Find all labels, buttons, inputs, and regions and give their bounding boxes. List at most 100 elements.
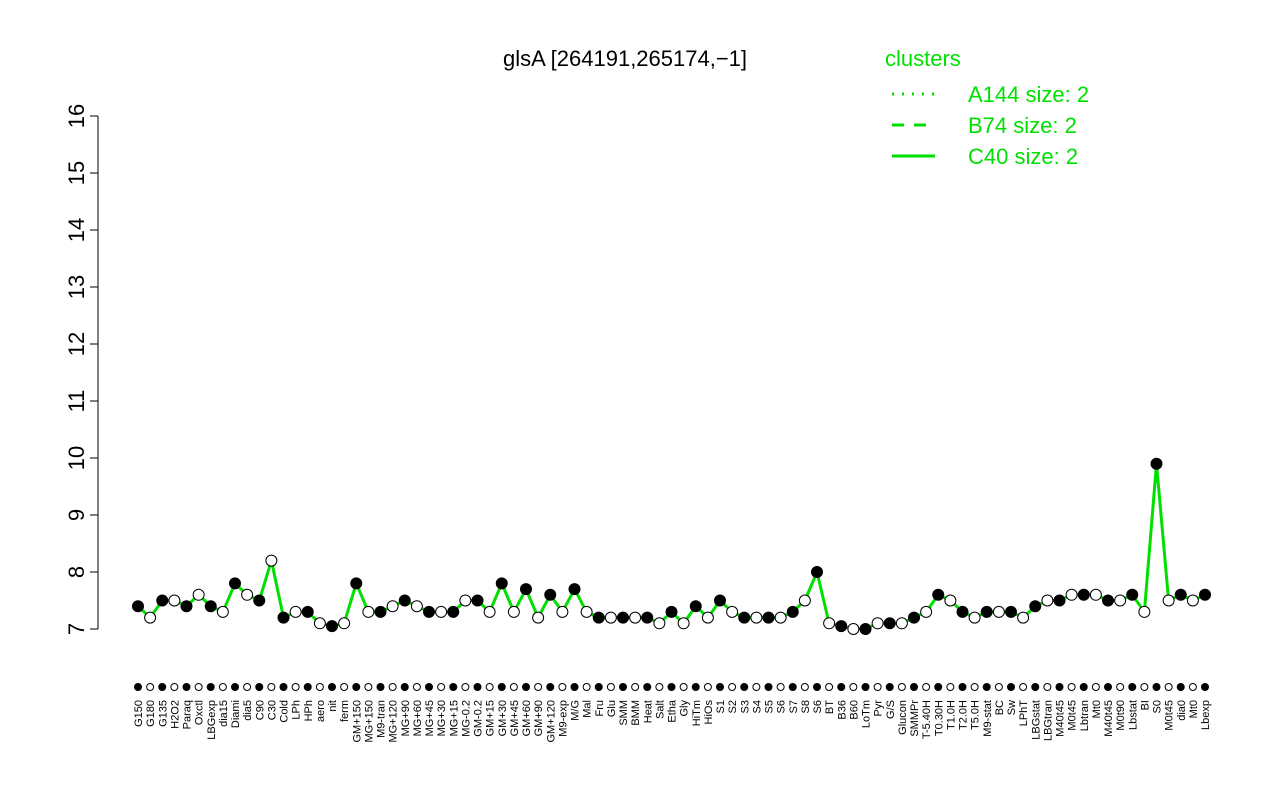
x-tick-label: H2O2 [169,700,181,729]
x-tick-label: M0t45 [1067,700,1079,731]
y-tick-label: 16 [64,104,89,128]
x-tick-dot [570,683,579,691]
data-point [180,600,193,613]
data-point [1077,588,1090,601]
legend-label: C40 size: 2 [968,144,1078,169]
x-tick-dot [231,683,239,691]
x-tick-label: T0.30H [933,700,945,736]
x-tick-label: Oxctl [194,700,206,725]
x-tick-dot [534,683,543,691]
x-tick-dot [679,683,688,691]
x-tick-label: Heat [642,700,654,723]
data-point [265,554,278,567]
data-point [326,620,338,633]
x-tick-dot [1007,683,1015,691]
x-tick-dot [1164,683,1173,691]
data-point [168,594,181,607]
x-tick-dot [497,683,506,691]
x-tick-dot [1104,683,1112,691]
x-tick-dot [134,683,142,691]
x-tick-label: Mal [582,700,594,718]
x-tick-label: dia0 [1176,700,1188,721]
x-tick-dot [946,683,955,691]
x-tick-dot [146,683,155,691]
x-tick-label: S4 [751,700,763,713]
data-point [1017,611,1030,624]
x-tick-dot [558,683,567,691]
data-point [677,617,690,630]
y-tick-label: 14 [64,218,89,242]
data-point [592,611,605,624]
data-point [1126,588,1139,601]
x-tick-label: GM-0.2 [473,700,485,737]
x-tick-dot [1152,683,1161,691]
data-point [1065,588,1078,601]
x-tick-dot [752,683,761,691]
x-tick-label: SMMPr [909,700,921,737]
x-tick-dot [728,683,737,691]
data-point [483,605,496,618]
x-tick-dot [279,683,288,691]
data-point [1186,594,1199,607]
x-tick-dot [437,683,446,691]
x-tick-dot [218,683,227,691]
x-tick-label: HPh [303,700,315,721]
x-tick-dot [425,683,433,691]
data-point [701,611,714,624]
x-tick-label: M9-stat [982,700,994,737]
x-tick-label: LPhT [1018,700,1030,727]
x-tick-label: GM+120 [545,700,557,743]
data-point [762,611,775,624]
data-point [992,605,1005,618]
data-point [968,611,981,624]
x-tick-dot [740,683,749,691]
data-point [604,611,617,624]
x-tick-dot [291,683,300,691]
x-tick-label: T2.0H [958,700,970,730]
x-tick-label: Lbexp [1200,700,1212,730]
x-tick-label: BT [824,700,836,714]
x-tick-label: LBGtran [1042,700,1054,741]
x-tick-label: LPh [291,700,303,720]
data-point [253,594,266,607]
data-point [823,617,836,630]
x-tick-label: Glucon [897,700,909,735]
data-point [1029,600,1042,613]
x-tick-dot [994,683,1003,691]
y-tick-label: 10 [64,446,89,470]
x-tick-dot [340,683,349,691]
legend-title: clusters [885,46,961,71]
data-point [1199,588,1211,601]
x-tick-label: M0t45 [1164,700,1176,731]
x-tick-dot [206,683,215,691]
x-tick-label: GM+45 [509,700,521,736]
data-point [423,605,435,618]
data-point [374,605,387,618]
x-tick-dot [1079,683,1088,691]
x-tick-label: S1 [715,700,727,713]
data-point [641,611,654,624]
x-tick-label: MG+150 [363,700,375,743]
x-tick-dot [546,683,555,691]
y-tick-label: 11 [64,390,89,413]
x-tick-dot [315,683,324,691]
x-tick-dot [412,683,421,691]
y-tick-label: 9 [64,509,89,521]
x-tick-dot [522,683,530,691]
x-tick-dot [400,683,409,691]
x-tick-label: S3 [739,700,751,713]
data-point [750,611,763,624]
x-tick-dot [1067,683,1076,691]
x-tick-label: MG+60 [412,700,424,736]
x-tick-dot [922,683,931,691]
data-point [241,588,254,601]
x-tick-dot [703,683,712,691]
x-tick-dot [485,683,494,691]
x-tick-label: HiTm [691,700,703,726]
x-tick-dot [958,683,967,691]
x-tick-dot [473,683,482,691]
data-point [471,594,484,607]
data-point [883,617,896,630]
x-tick-dot [1128,683,1137,691]
x-tick-label: M9-tran [376,700,388,738]
